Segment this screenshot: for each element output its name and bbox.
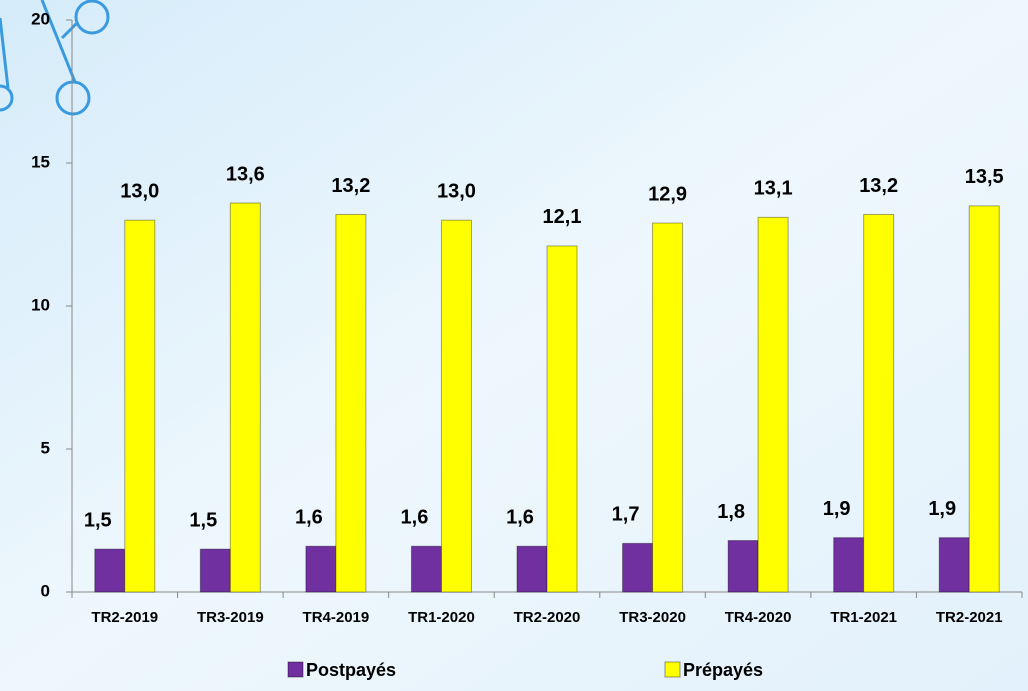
- value-label: 1,6: [506, 507, 534, 529]
- bar: [440, 219, 472, 593]
- x-tick-label: TR1-2020: [408, 609, 475, 626]
- bar: [863, 213, 895, 593]
- y-tick-label: 20: [31, 9, 50, 28]
- value-label: 1,7: [612, 504, 640, 526]
- value-label: 1,5: [84, 509, 112, 531]
- value-label: 13,0: [120, 180, 159, 202]
- legend-swatch: [664, 661, 681, 678]
- bar: [199, 548, 231, 593]
- bar: [546, 245, 578, 593]
- value-label: 1,8: [717, 501, 745, 523]
- bar: [410, 545, 442, 593]
- bar: [938, 537, 970, 593]
- value-label: 1,9: [823, 498, 851, 520]
- bar: [727, 540, 759, 593]
- bar: [335, 213, 367, 593]
- value-label: 13,5: [965, 166, 1004, 188]
- value-label: 1,9: [928, 498, 956, 520]
- bar: [757, 216, 789, 593]
- bar: [305, 545, 337, 593]
- bar: [229, 202, 261, 593]
- x-tick-label: TR2-2021: [936, 609, 1003, 626]
- x-tick-label: TR1-2021: [830, 609, 897, 626]
- x-tick-label: TR4-2020: [725, 609, 792, 626]
- value-label: 12,1: [543, 206, 582, 228]
- y-tick-label: 0: [41, 581, 50, 600]
- value-label: 1,6: [295, 507, 323, 529]
- bar: [652, 222, 684, 593]
- x-tick-label: TR2-2020: [514, 609, 581, 626]
- value-label: 13,2: [859, 175, 898, 197]
- bar: [94, 548, 126, 593]
- bar: [516, 545, 548, 593]
- legend-swatch: [287, 661, 304, 678]
- value-label: 13,2: [331, 175, 370, 197]
- y-tick-label: 5: [41, 438, 50, 457]
- value-label: 13,1: [754, 178, 793, 200]
- x-tick-label: TR4-2019: [303, 609, 370, 626]
- legend-label: Postpayés: [306, 660, 396, 680]
- value-label: 1,5: [189, 509, 217, 531]
- x-tick-label: TR3-2019: [197, 609, 264, 626]
- value-label: 1,6: [401, 507, 429, 529]
- bar: [622, 542, 654, 593]
- y-tick-label: 10: [31, 295, 50, 314]
- bar: [124, 219, 156, 593]
- value-label: 13,6: [226, 163, 265, 185]
- x-tick-label: TR3-2020: [619, 609, 686, 626]
- y-tick-label: 15: [31, 152, 50, 171]
- value-label: 12,9: [648, 183, 687, 205]
- legend-label: Prépayés: [683, 660, 763, 680]
- decoration: [0, 0, 110, 116]
- value-label: 13,0: [437, 180, 476, 202]
- bar: [968, 205, 1000, 593]
- x-tick-label: TR2-2019: [91, 609, 158, 626]
- bar: [833, 537, 865, 593]
